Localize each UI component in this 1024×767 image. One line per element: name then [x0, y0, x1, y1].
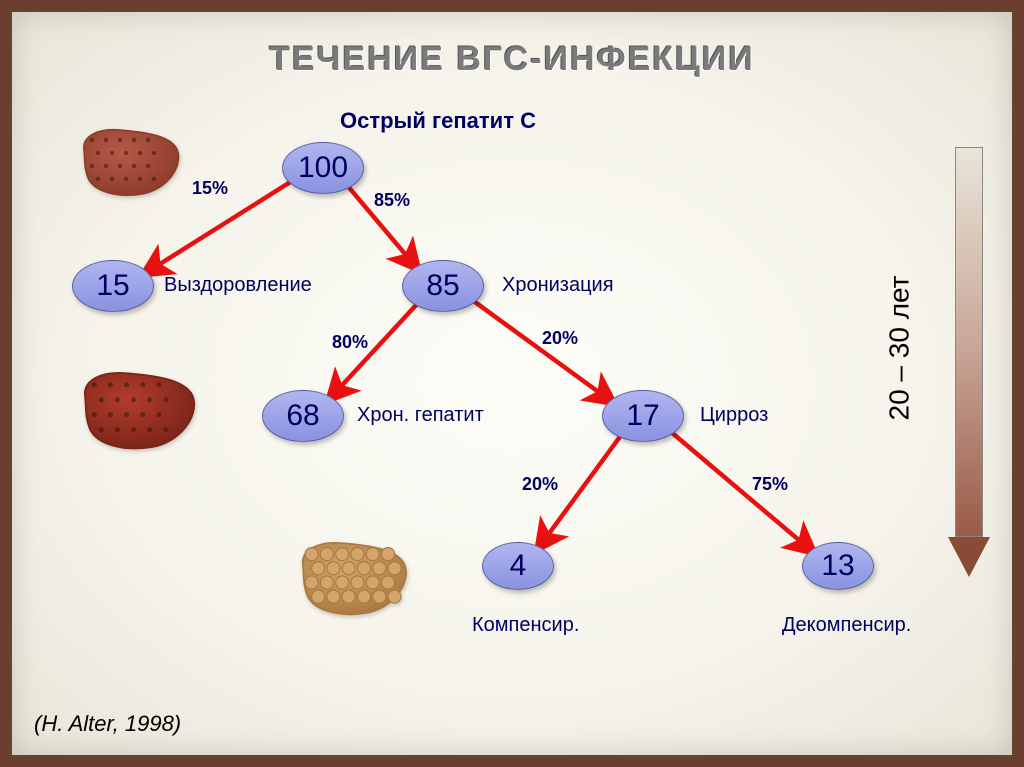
- flow-node-label-n13: Декомпенсир.: [782, 614, 911, 637]
- flow-node-label-n4: Компенсир.: [472, 614, 579, 637]
- timeline-arrow-body: [955, 147, 983, 537]
- edge-line: [669, 430, 812, 551]
- flow-node-label-n85: Хронизация: [502, 274, 614, 297]
- title-text: ТЕЧЕНИЕ ВГС-ИНФЕКЦИИ: [269, 40, 755, 78]
- edge-pct-label: 75%: [752, 474, 788, 495]
- slide-title: ТЕЧЕНИЕ ВГС-ИНФЕКЦИИ: [12, 40, 1012, 79]
- flow-node-n4: 4: [482, 542, 554, 590]
- subtitle-text: Острый гепатит С: [340, 108, 536, 134]
- liver-icon-2: [292, 532, 412, 622]
- edge-pct-label: 20%: [522, 474, 558, 495]
- flow-node-label-n68: Хрон. гепатит: [357, 404, 484, 427]
- timeline-arrow-head: [948, 537, 990, 577]
- timeline-label: 20 – 30 лет: [883, 275, 915, 420]
- liver-icon-0: [74, 122, 184, 200]
- flow-node-n17: 17: [602, 390, 684, 442]
- flow-node-n68: 68: [262, 390, 344, 442]
- slide: ТЕЧЕНИЕ ВГС-ИНФЕКЦИИ Острый гепатит С: [12, 12, 1012, 755]
- liver-icon-1: [72, 364, 202, 454]
- flow-node-n15: 15: [72, 260, 154, 312]
- edge-line: [471, 299, 613, 402]
- flow-node-n100: 100: [282, 142, 364, 194]
- flow-node-n85: 85: [402, 260, 484, 312]
- edge-pct-label: 20%: [542, 328, 578, 349]
- timeline-arrow: [948, 147, 990, 577]
- edge-pct-label: 15%: [192, 178, 228, 199]
- flow-node-label-n15: Выздоровление: [164, 274, 312, 297]
- edge-pct-label: 80%: [332, 332, 368, 353]
- edge-pct-label: 85%: [374, 190, 410, 211]
- citation-text: (H. Alter, 1998): [34, 711, 181, 737]
- flow-node-label-n17: Цирроз: [700, 404, 768, 427]
- flow-node-n13: 13: [802, 542, 874, 590]
